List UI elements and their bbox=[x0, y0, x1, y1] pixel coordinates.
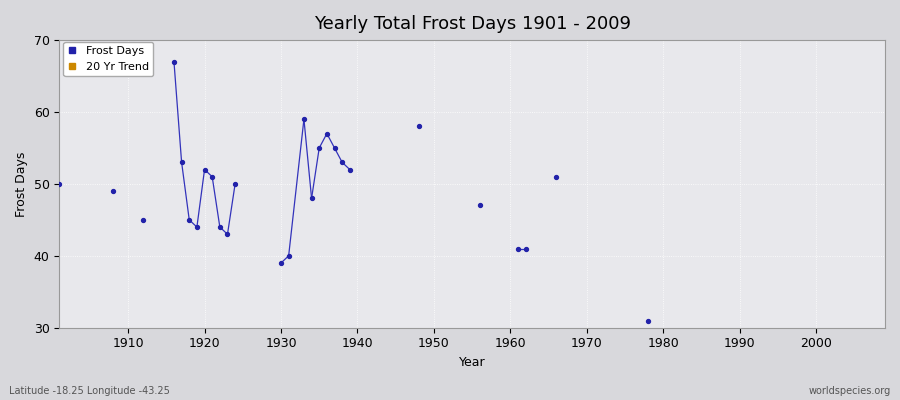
Point bbox=[136, 217, 150, 223]
Legend: Frost Days, 20 Yr Trend: Frost Days, 20 Yr Trend bbox=[63, 42, 153, 76]
Point bbox=[212, 224, 227, 230]
Point bbox=[297, 116, 311, 122]
Y-axis label: Frost Days: Frost Days bbox=[15, 151, 28, 217]
Point bbox=[328, 145, 342, 151]
Point bbox=[335, 159, 349, 166]
Point bbox=[518, 246, 533, 252]
Point bbox=[511, 246, 526, 252]
Text: Latitude -18.25 Longitude -43.25: Latitude -18.25 Longitude -43.25 bbox=[9, 386, 170, 396]
Point bbox=[52, 181, 67, 187]
Point bbox=[190, 224, 204, 230]
Point bbox=[175, 159, 189, 166]
Point bbox=[197, 166, 211, 173]
Point bbox=[411, 123, 426, 130]
Text: worldspecies.org: worldspecies.org bbox=[809, 386, 891, 396]
Point bbox=[282, 253, 296, 259]
Point bbox=[641, 317, 655, 324]
X-axis label: Year: Year bbox=[459, 356, 485, 369]
Point bbox=[182, 217, 196, 223]
Point bbox=[343, 166, 357, 173]
Title: Yearly Total Frost Days 1901 - 2009: Yearly Total Frost Days 1901 - 2009 bbox=[313, 15, 631, 33]
Point bbox=[472, 202, 487, 209]
Point bbox=[549, 174, 563, 180]
Point bbox=[220, 231, 235, 238]
Point bbox=[166, 58, 181, 65]
Point bbox=[274, 260, 288, 266]
Point bbox=[320, 130, 334, 137]
Point bbox=[228, 181, 242, 187]
Point bbox=[205, 174, 220, 180]
Point bbox=[304, 195, 319, 202]
Point bbox=[105, 188, 120, 194]
Point bbox=[312, 145, 327, 151]
